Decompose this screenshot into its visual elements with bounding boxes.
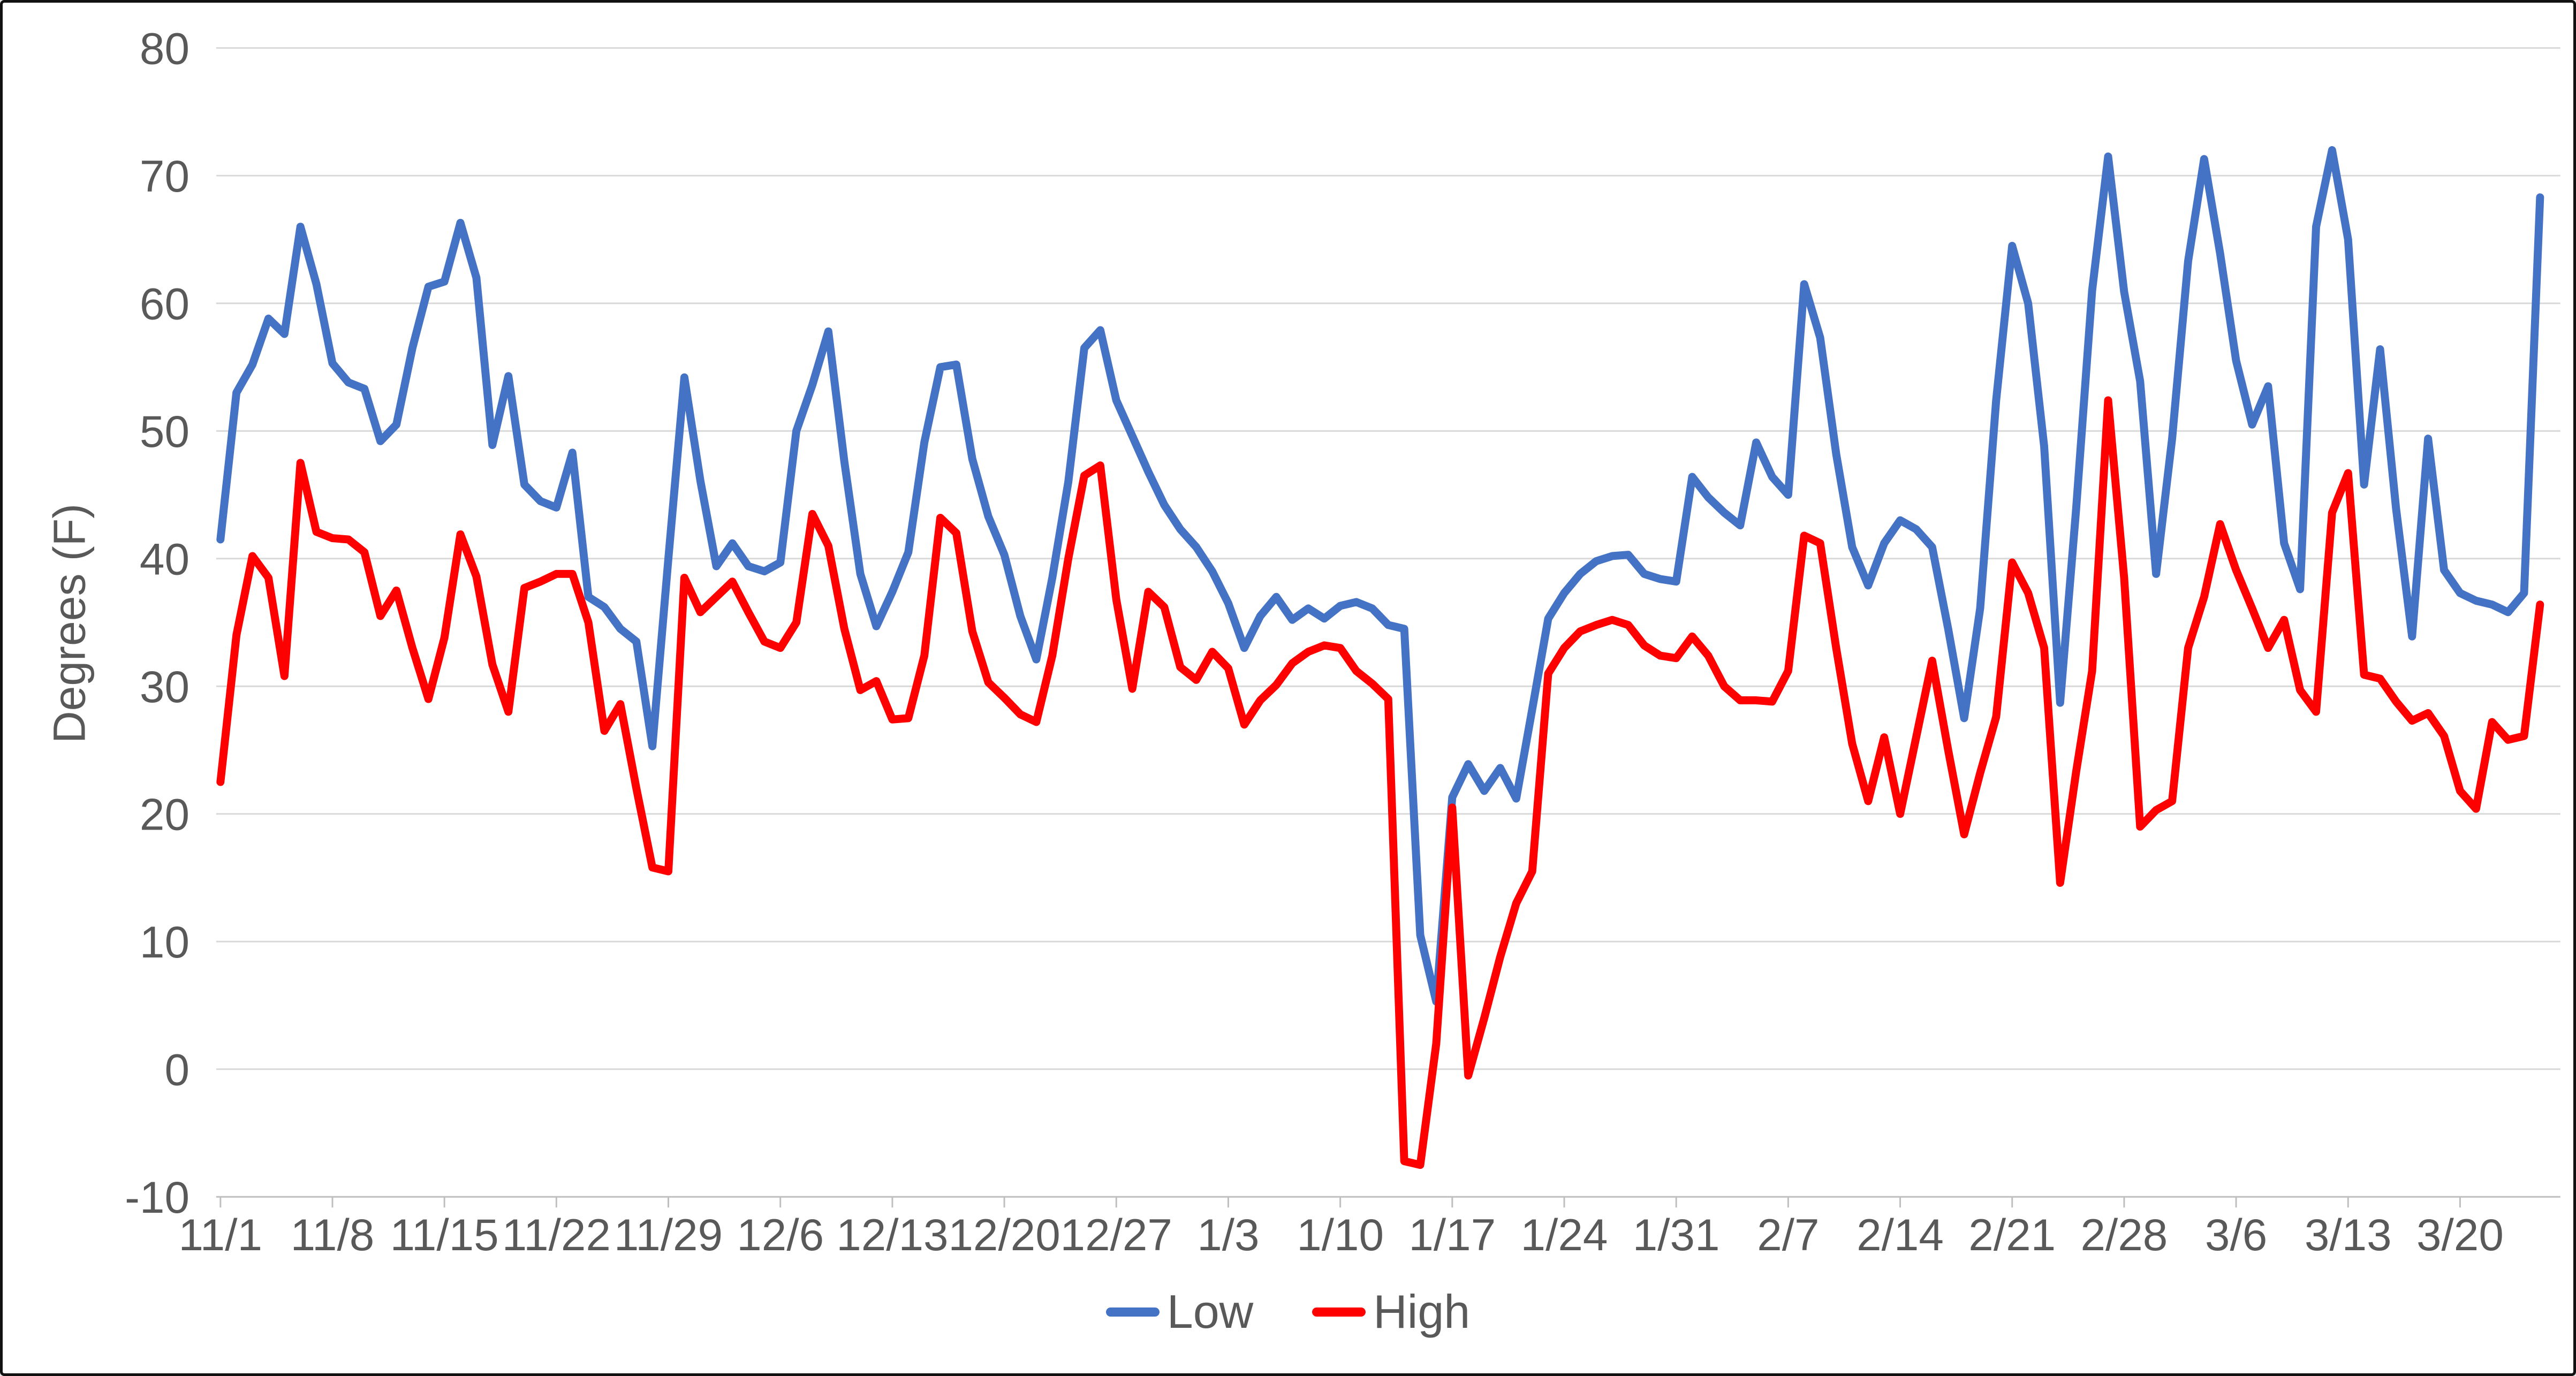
x-tick-label: 12/13 xyxy=(836,1210,948,1260)
y-tick-label: -10 xyxy=(125,1172,190,1222)
y-tick-label: 60 xyxy=(140,279,190,329)
x-tick-label: 2/14 xyxy=(1857,1210,1944,1260)
x-tick-label: 2/7 xyxy=(1757,1210,1819,1260)
y-tick-label: 50 xyxy=(140,406,190,457)
x-tick-label: 1/17 xyxy=(1408,1210,1496,1260)
low-series-line xyxy=(216,146,2544,1006)
high-series-swatch xyxy=(1312,1307,1366,1317)
x-tick-label: 1/31 xyxy=(1633,1210,1720,1260)
x-tick-label: 1/10 xyxy=(1297,1210,1384,1260)
x-tick-label: 1/3 xyxy=(1197,1210,1259,1260)
y-tick-label: 70 xyxy=(140,151,190,201)
low-series-swatch xyxy=(1105,1307,1160,1317)
x-tick-label: 3/13 xyxy=(2305,1210,2392,1260)
x-tick-label: 12/6 xyxy=(737,1210,824,1260)
x-tick-label: 12/27 xyxy=(1060,1210,1172,1260)
y-tick-label: 20 xyxy=(140,789,190,840)
legend: Low High xyxy=(3,1284,2573,1339)
x-tick-label: 12/20 xyxy=(948,1210,1060,1260)
x-tick-label: 2/28 xyxy=(2080,1210,2168,1260)
high-series-line xyxy=(216,396,2544,1169)
x-tick-label: 1/24 xyxy=(1521,1210,1608,1260)
legend-label-low: Low xyxy=(1166,1285,1254,1338)
x-tick-label: 11/1 xyxy=(178,1210,262,1260)
y-axis-title: Degrees (F) xyxy=(44,503,95,744)
y-tick-label: 80 xyxy=(140,24,190,74)
x-tick-label: 11/8 xyxy=(291,1210,375,1260)
legend-label-high: High xyxy=(1373,1285,1471,1338)
x-tick-label: 11/15 xyxy=(390,1210,499,1260)
x-tick-label: 3/6 xyxy=(2205,1210,2267,1260)
legend-item-high: High xyxy=(1312,1284,1470,1339)
y-tick-label: 30 xyxy=(140,662,190,712)
x-tick-label: 11/29 xyxy=(614,1210,723,1260)
y-tick-label: 40 xyxy=(140,534,190,584)
y-tick-label: 0 xyxy=(164,1045,190,1095)
x-tick-label: 3/20 xyxy=(2416,1210,2504,1260)
legend-item-low: Low xyxy=(1105,1284,1254,1339)
x-tick-label: 11/22 xyxy=(502,1210,611,1260)
y-tick-label: 10 xyxy=(140,917,190,967)
x-tick-label: 2/21 xyxy=(1968,1210,2056,1260)
